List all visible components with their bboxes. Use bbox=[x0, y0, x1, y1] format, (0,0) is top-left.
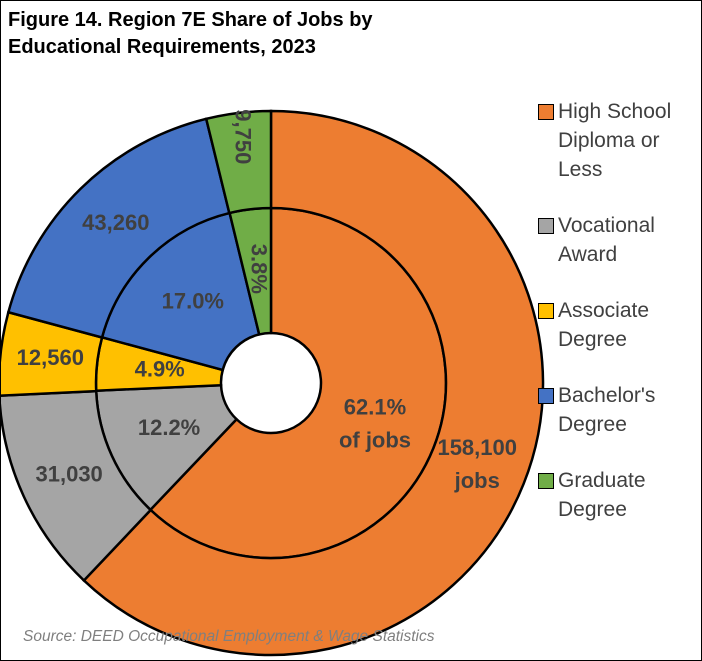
data-label: 31,030 bbox=[36, 461, 103, 486]
legend-swatch bbox=[538, 473, 554, 489]
data-label: 9,750 bbox=[230, 109, 255, 164]
legend: High School Diploma or Less Vocational Aw… bbox=[538, 97, 698, 551]
data-label-line: 158,100 bbox=[437, 435, 517, 460]
chart-title: Figure 14. Region 7E Share of Jobs by Ed… bbox=[8, 9, 373, 58]
legend-item: Associate Degree bbox=[538, 296, 698, 354]
data-label-line: 62.1% bbox=[344, 394, 406, 419]
data-label: 4.9% bbox=[135, 357, 185, 382]
donut-slice bbox=[82, 109, 545, 657]
donut-slice bbox=[6, 117, 231, 340]
data-label: 62.1% of jobs bbox=[339, 394, 411, 452]
legend-swatch bbox=[538, 104, 554, 120]
legend-label: Vocational Award bbox=[558, 214, 655, 266]
legend-label: High School Diploma or Less bbox=[558, 100, 672, 181]
data-label-line: jobs bbox=[454, 468, 500, 493]
legend-label: Bachelor's Degree bbox=[558, 384, 656, 436]
data-label-line: of jobs bbox=[339, 427, 411, 452]
legend-item: Vocational Award bbox=[538, 211, 698, 269]
data-label: 43,260 bbox=[82, 210, 149, 235]
donut-slice bbox=[204, 109, 273, 215]
data-label: 158,100 jobs bbox=[437, 435, 517, 493]
legend-swatch bbox=[538, 388, 554, 404]
donut-slice bbox=[1, 389, 153, 583]
legend-item: Bachelor's Degree bbox=[538, 381, 698, 439]
legend-swatch bbox=[538, 303, 554, 319]
legend-item: High School Diploma or Less bbox=[538, 97, 698, 184]
legend-swatch bbox=[538, 218, 554, 234]
source-note: Source: DEED Occupational Employment & W… bbox=[23, 628, 435, 645]
data-label: 12.2% bbox=[138, 415, 200, 440]
legend-item: Graduate Degree bbox=[538, 466, 698, 524]
data-label: 17.0% bbox=[162, 289, 224, 314]
data-label: 12,560 bbox=[17, 345, 84, 370]
legend-label: Graduate Degree bbox=[558, 469, 646, 521]
legend-label: Associate Degree bbox=[558, 299, 650, 351]
data-label: 3.8% bbox=[246, 244, 271, 294]
